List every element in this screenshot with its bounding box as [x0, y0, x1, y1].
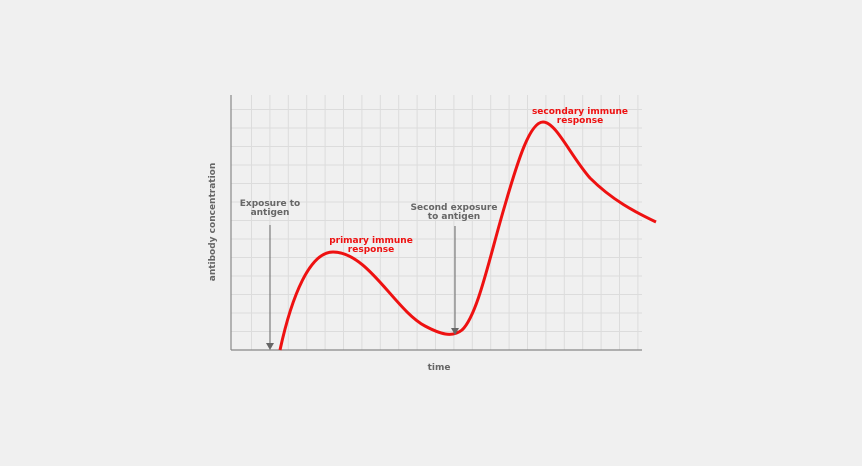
second-exposure-label-1: Second exposure: [411, 203, 498, 213]
second-exposure-arrowhead: [451, 328, 459, 335]
secondary-response-label-1: secondary immune: [532, 107, 628, 117]
secondary-response-label-2: response: [557, 116, 603, 126]
primary-response-label-2: response: [348, 245, 394, 255]
second-exposure-label-2: to antigen: [428, 212, 480, 222]
primary-response-label-1: primary immune: [329, 236, 413, 246]
grid: [231, 95, 642, 350]
antibody-curve: [278, 120, 657, 351]
x-axis-label: time: [428, 363, 451, 373]
first-exposure-arrowhead: [266, 343, 274, 350]
y-axis-label: antibody concentration: [208, 163, 218, 282]
first-exposure-label-2: antigen: [251, 208, 290, 218]
first-exposure-label-1: Exposure to: [240, 199, 301, 209]
